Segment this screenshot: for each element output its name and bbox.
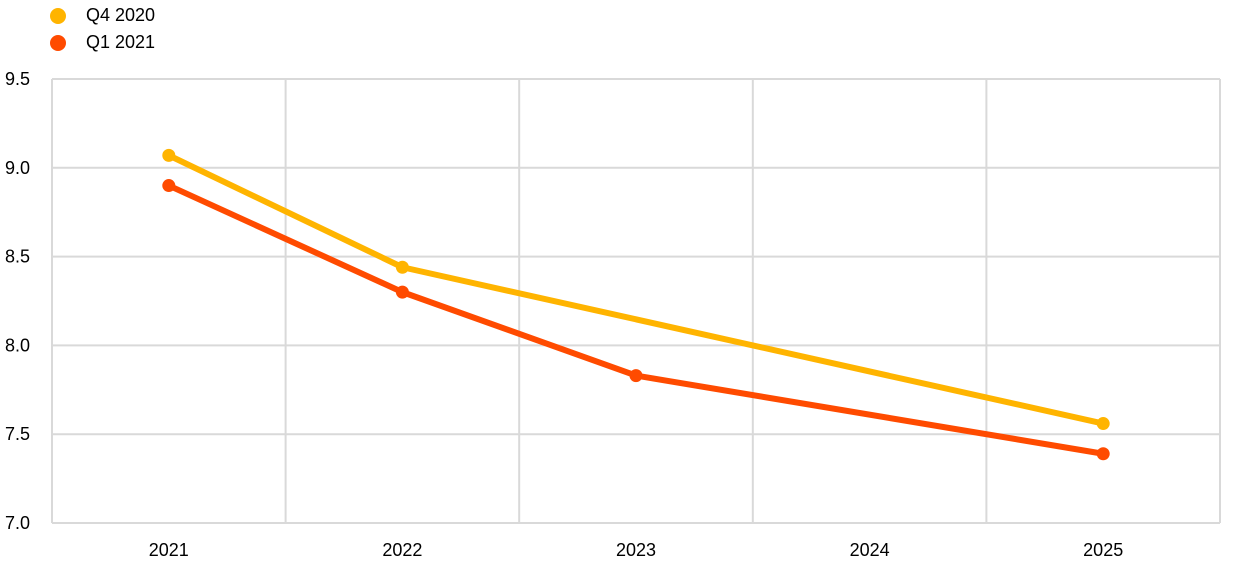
data-point — [395, 260, 409, 274]
series-line-1 — [165, 182, 1107, 457]
chart-series — [162, 148, 1110, 461]
data-point — [629, 369, 643, 383]
chart-grid — [51, 78, 1221, 524]
legend-item-q4-2020: Q4 2020 — [50, 2, 155, 29]
data-point — [162, 179, 176, 193]
legend-item-q1-2021: Q1 2021 — [50, 29, 155, 56]
x-tick-label: 2024 — [850, 540, 890, 560]
data-point — [1096, 447, 1110, 461]
legend-label-q4-2020: Q4 2020 — [86, 5, 156, 25]
legend-marker-q4-2020 — [50, 7, 66, 24]
y-tick-label: 8.5 — [5, 247, 30, 267]
y-tick-label: 9.5 — [5, 69, 30, 89]
x-tick-label: 2023 — [616, 540, 656, 560]
legend-marker-q1-2021 — [50, 34, 66, 51]
legend-label-q1-2021: Q1 2021 — [86, 32, 156, 52]
y-tick-label: 7.5 — [5, 424, 30, 444]
data-point — [395, 285, 409, 299]
data-point — [162, 148, 176, 162]
y-tick-label: 9.0 — [5, 158, 30, 178]
data-point — [1096, 417, 1110, 431]
chart-axes: 7.0 7.5 8.0 8.5 9.0 9.5 2021 2022 2023 2024 2025 — [5, 69, 1123, 560]
x-tick-label: 2022 — [382, 540, 422, 560]
y-tick-label: 8.0 — [5, 335, 30, 355]
chart-legend: Q4 2020 Q1 2021 — [50, 2, 155, 56]
series-line-0 — [165, 152, 1107, 427]
y-tick-label: 7.0 — [5, 513, 30, 533]
x-tick-label: 2025 — [1083, 540, 1123, 560]
x-tick-label: 2021 — [149, 540, 189, 560]
